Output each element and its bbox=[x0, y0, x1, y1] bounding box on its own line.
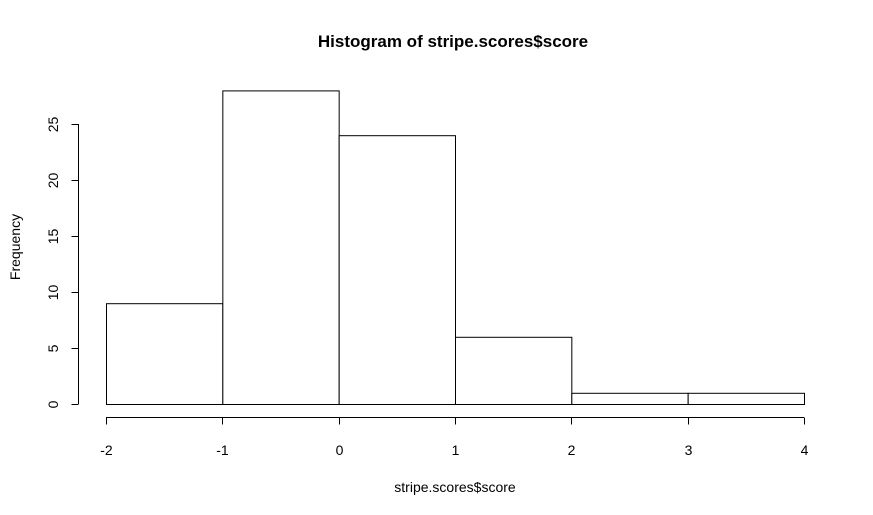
chart-title: Histogram of stripe.scores$score bbox=[318, 32, 588, 51]
bars-group bbox=[106, 90, 806, 406]
x-tick-label: 3 bbox=[685, 442, 693, 458]
y-axis: 0 5 10 15 20 25 bbox=[45, 117, 79, 408]
x-axis: -2 -1 0 1 2 3 4 bbox=[100, 417, 809, 458]
y-tick-label: 20 bbox=[45, 173, 61, 189]
x-tick-label: 0 bbox=[336, 442, 344, 458]
y-tick-label: 0 bbox=[45, 400, 61, 408]
histogram-bar bbox=[106, 303, 224, 406]
x-tick-label: 4 bbox=[801, 442, 809, 458]
x-tick-label: 1 bbox=[452, 442, 460, 458]
histogram-bar bbox=[455, 336, 573, 405]
histogram-bar bbox=[338, 135, 456, 405]
y-tick-label: 15 bbox=[45, 229, 61, 245]
x-axis-label: stripe.scores$score bbox=[394, 479, 516, 495]
x-tick-label: -2 bbox=[100, 442, 113, 458]
y-tick-label: 10 bbox=[45, 285, 61, 301]
y-axis-label: Frequency bbox=[7, 214, 23, 280]
histogram-bar bbox=[571, 392, 689, 405]
histogram-bar bbox=[687, 392, 806, 405]
y-tick-label: 25 bbox=[45, 117, 61, 133]
y-tick-label: 5 bbox=[45, 344, 61, 352]
histogram-bar bbox=[222, 90, 340, 406]
x-tick-label: -1 bbox=[216, 442, 229, 458]
x-tick-label: 2 bbox=[568, 442, 576, 458]
